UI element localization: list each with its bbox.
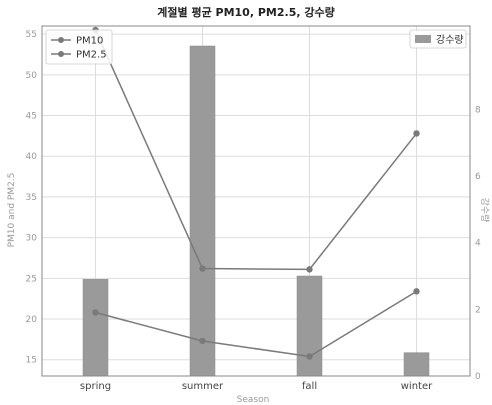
- legend-bar-swatch: [415, 35, 431, 43]
- y-axis-right-label: 강수량: [479, 198, 491, 223]
- y-right-tick-label: 4: [475, 239, 481, 249]
- y-left-tick-label: 15: [26, 356, 37, 366]
- y-left-tick-label: 55: [26, 30, 37, 40]
- y-left-tick-label: 50: [26, 71, 38, 81]
- series-line: [95, 290, 417, 358]
- line-layer: [92, 26, 420, 360]
- series-point: [199, 337, 206, 345]
- series-point: [92, 309, 99, 316]
- legend-marker: [58, 51, 64, 57]
- x-tick-label: winter: [401, 381, 433, 392]
- y-axis-left-label: PM10 and PM2.5: [7, 173, 17, 248]
- bar: [403, 352, 430, 377]
- series-point: [306, 353, 313, 360]
- series-point: [306, 266, 313, 273]
- legend-layer: PM10 PM2.5 강수량: [45, 29, 467, 65]
- y-left-tick-label: 40: [26, 152, 38, 162]
- y-left-tick-label: 30: [26, 234, 38, 244]
- y-right-tick-label: 2: [475, 305, 481, 315]
- series-point: [199, 265, 206, 272]
- x-tick-label: spring: [80, 381, 111, 392]
- y-right-tick-label: 0: [475, 372, 481, 382]
- bar: [296, 275, 323, 377]
- bar: [82, 279, 109, 377]
- y-left-tick-label: 20: [26, 315, 38, 325]
- plot-frame: [41, 25, 471, 377]
- legend-marker: [58, 37, 64, 43]
- y-left-tick-label: 25: [26, 274, 37, 284]
- x-tick-label: summer: [182, 381, 224, 392]
- legend-box-right: [409, 29, 467, 49]
- series-line: [94, 29, 418, 271]
- series-point: [413, 130, 420, 137]
- x-axis-label: Season: [237, 395, 270, 405]
- y-right-tick-label: 6: [475, 172, 481, 182]
- series-point: [413, 288, 420, 295]
- bar-layer: [82, 45, 430, 377]
- y-left-tick-label: 45: [26, 112, 37, 122]
- x-tick-label: fall: [302, 381, 317, 392]
- legend-label: PM10: [76, 36, 103, 47]
- y-left-tick-label: 35: [26, 193, 37, 203]
- bar: [189, 45, 216, 377]
- legend-label: PM2.5: [76, 50, 107, 61]
- chart-title: 계절별 평균 PM10, PM2.5, 강수량: [157, 5, 334, 19]
- legend-label: 강수량: [436, 34, 464, 46]
- axis-layer: 15 20 25 30 35 40 45 50 55 0 2 4 6 8 spring summer fall w…: [26, 25, 481, 392]
- y-right-tick-label: 8: [475, 105, 481, 115]
